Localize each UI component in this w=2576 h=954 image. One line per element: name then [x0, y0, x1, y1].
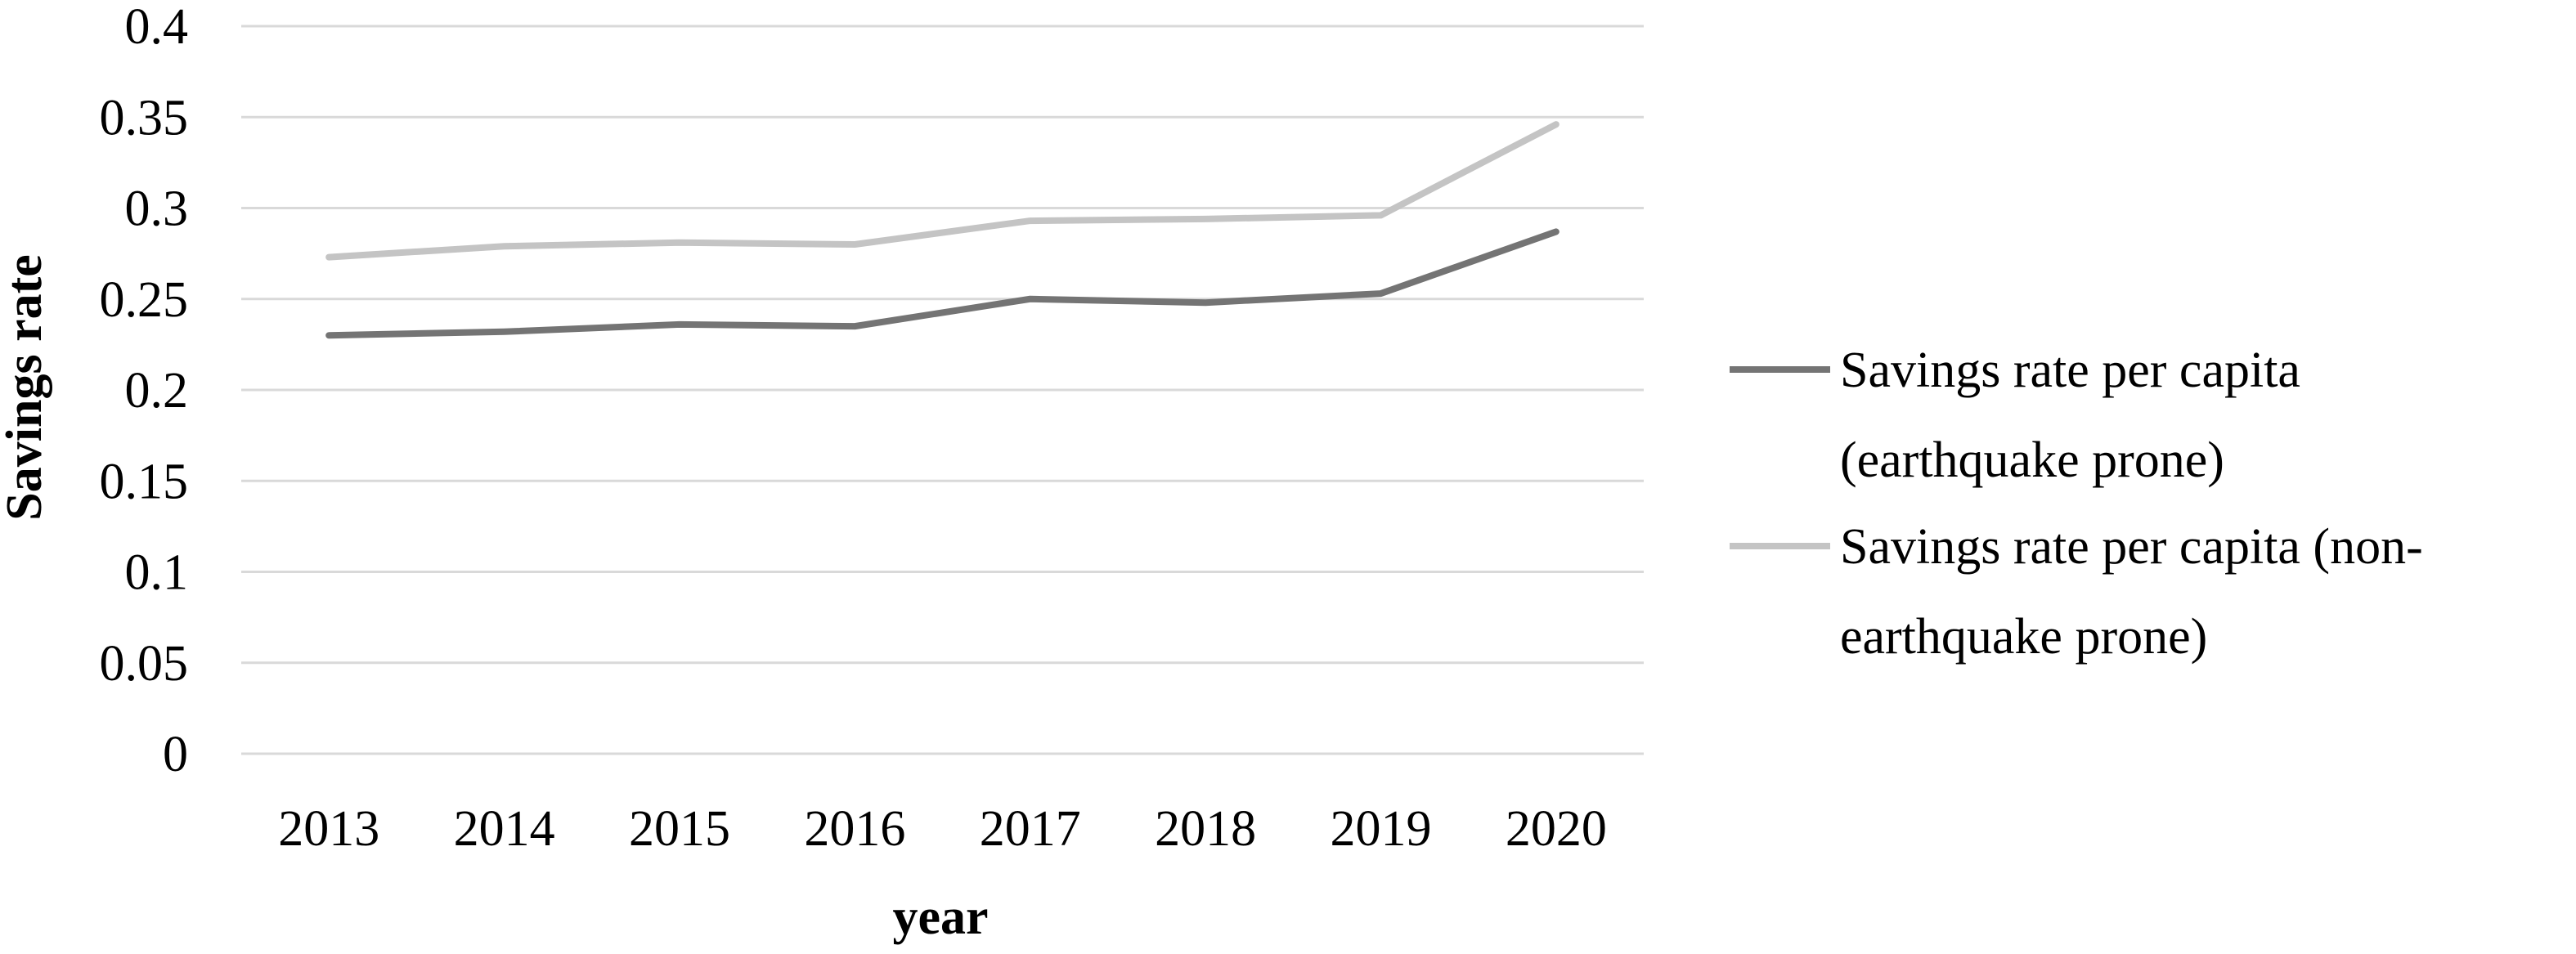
x-tick-label: 2015: [629, 801, 730, 857]
legend-entry-1: Savings rate per capita (earthquake prone…: [1730, 343, 2300, 488]
legend-label-line: (earthquake prone): [1840, 432, 2224, 488]
data-point: [504, 245, 505, 247]
y-tick-label: 0.35: [100, 90, 189, 146]
data-point: [1205, 302, 1206, 303]
y-axis-tick-labels: 0 0.05 0.1 0.15 0.2 0.25 0.3 0.35 0.4: [100, 0, 189, 782]
x-tick-label: 2014: [454, 801, 555, 857]
x-axis-tick-labels: 2013 2014 2015 2016 2017 2018 2019 2020: [278, 801, 1607, 857]
data-point: [679, 324, 680, 325]
y-tick-label: 0.4: [125, 0, 189, 55]
x-tick-label: 2018: [1155, 801, 1256, 857]
x-tick-label: 2017: [980, 801, 1081, 857]
series-lines: [325, 121, 1560, 339]
series-1: [325, 228, 1560, 339]
series-line: [325, 228, 1560, 339]
series-line: [325, 121, 1560, 261]
data-point: [328, 257, 330, 258]
x-tick-label: 2013: [278, 801, 379, 857]
y-tick-label: 0.25: [100, 272, 189, 328]
y-tick-label: 0.15: [100, 454, 189, 509]
data-point: [504, 331, 505, 333]
legend-label-line: Savings rate per capita: [1840, 343, 2300, 398]
series-2: [325, 121, 1560, 261]
legend-label-line: Savings rate per capita (non-: [1840, 519, 2423, 575]
y-tick-label: 0.1: [125, 545, 189, 601]
y-tick-label: 0.05: [100, 636, 189, 692]
x-tick-label: 2020: [1506, 801, 1607, 857]
x-axis-title: year: [892, 889, 988, 945]
y-tick-label: 0.2: [125, 363, 189, 419]
data-point: [1555, 231, 1557, 232]
data-point: [328, 334, 330, 336]
legend: Savings rate per capita (earthquake prone…: [1730, 343, 2423, 665]
y-tick-label: 0: [163, 727, 188, 782]
x-tick-label: 2016: [804, 801, 905, 857]
data-point: [1205, 218, 1206, 220]
y-axis-title: Savings rate: [0, 254, 52, 521]
gridlines: [241, 25, 1644, 755]
data-point: [1555, 123, 1557, 125]
data-point: [679, 242, 680, 244]
data-point: [1380, 214, 1381, 216]
data-point: [1380, 293, 1381, 294]
y-tick-label: 0.3: [125, 181, 189, 237]
legend-label-line: earthquake prone): [1840, 609, 2207, 665]
legend-entry-2: Savings rate per capita (non-earthquake …: [1730, 519, 2423, 665]
x-tick-label: 2019: [1330, 801, 1431, 857]
